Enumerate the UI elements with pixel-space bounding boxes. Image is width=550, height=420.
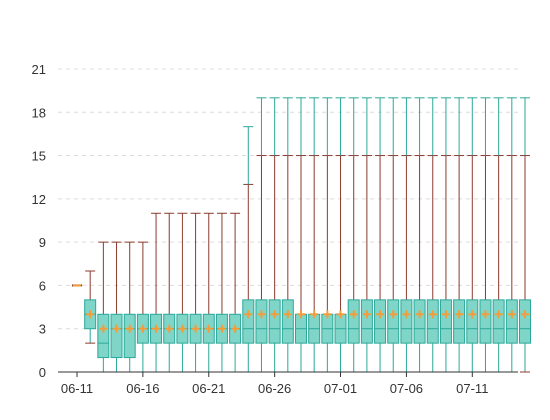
box-item (347, 97, 360, 373)
box-item (413, 97, 426, 373)
x-tick-label: 07-01 (324, 381, 357, 396)
y-tick-label: 15 (32, 149, 46, 164)
box-item (439, 97, 452, 373)
box-item (84, 270, 97, 344)
y-tick-label: 12 (32, 192, 46, 207)
box-body (400, 299, 413, 344)
box-body (255, 299, 268, 344)
box-body (387, 299, 400, 344)
box-body (268, 299, 281, 344)
box-item (387, 97, 400, 373)
box-item (400, 97, 413, 373)
x-tick-label: 06-26 (258, 381, 291, 396)
box-item (202, 212, 215, 373)
box-item (466, 97, 479, 373)
box-item (281, 97, 294, 373)
box-item (255, 97, 268, 373)
box-item (110, 241, 123, 373)
box-item (492, 97, 505, 373)
box-body (413, 299, 426, 344)
box-item (374, 97, 387, 373)
box-body (453, 299, 466, 344)
box-item (321, 97, 334, 373)
x-tick-label: 07-11 (456, 381, 488, 396)
y-tick-label: 0 (39, 365, 46, 380)
x-tick-label: 06-16 (126, 381, 159, 396)
box-body (242, 299, 255, 344)
box-item (453, 97, 466, 373)
box-body (97, 313, 110, 359)
box-item (426, 97, 439, 373)
box-body (110, 313, 123, 359)
box-item (97, 241, 110, 373)
y-tick-label: 6 (39, 278, 46, 293)
box-item (479, 97, 492, 373)
box-item (268, 97, 281, 373)
box-item (308, 97, 321, 373)
box-item (295, 97, 307, 373)
box-body (519, 299, 531, 344)
box-body (505, 299, 518, 344)
box-body (426, 299, 439, 344)
box-item (189, 212, 202, 373)
box-item (123, 241, 136, 373)
box-item (334, 97, 347, 373)
box-body (466, 299, 479, 344)
y-tick-label: 18 (32, 105, 46, 120)
box-item (163, 212, 176, 373)
box-body (347, 299, 360, 344)
box-body (479, 299, 492, 344)
y-tick-label: 3 (39, 322, 46, 337)
box-body (281, 299, 294, 344)
box-body (439, 299, 452, 344)
box-item (215, 212, 228, 373)
x-tick-label: 06-11 (61, 381, 93, 396)
box-body (123, 313, 136, 359)
x-tick-label: 06-21 (192, 381, 225, 396)
box-item (176, 212, 189, 373)
y-tick-label: 21 (32, 62, 46, 77)
box-layer (72, 97, 531, 373)
box-body (374, 299, 387, 344)
box-body (492, 299, 505, 344)
y-tick-label: 9 (39, 235, 46, 250)
box-body (360, 299, 373, 344)
y-axis-ticks: 0 3 6 9 12 15 18 21 (32, 62, 46, 380)
box-item (136, 241, 149, 373)
box-item (360, 97, 373, 373)
box-item (242, 126, 255, 373)
x-axis: 06-11 06-16 06-21 06-26 07-01 07-06 07-11 (58, 371, 518, 396)
box-item (229, 212, 242, 373)
box-item (150, 212, 163, 373)
x-tick-label: 07-06 (390, 381, 423, 396)
box-item (519, 97, 531, 373)
box-item (505, 97, 518, 373)
